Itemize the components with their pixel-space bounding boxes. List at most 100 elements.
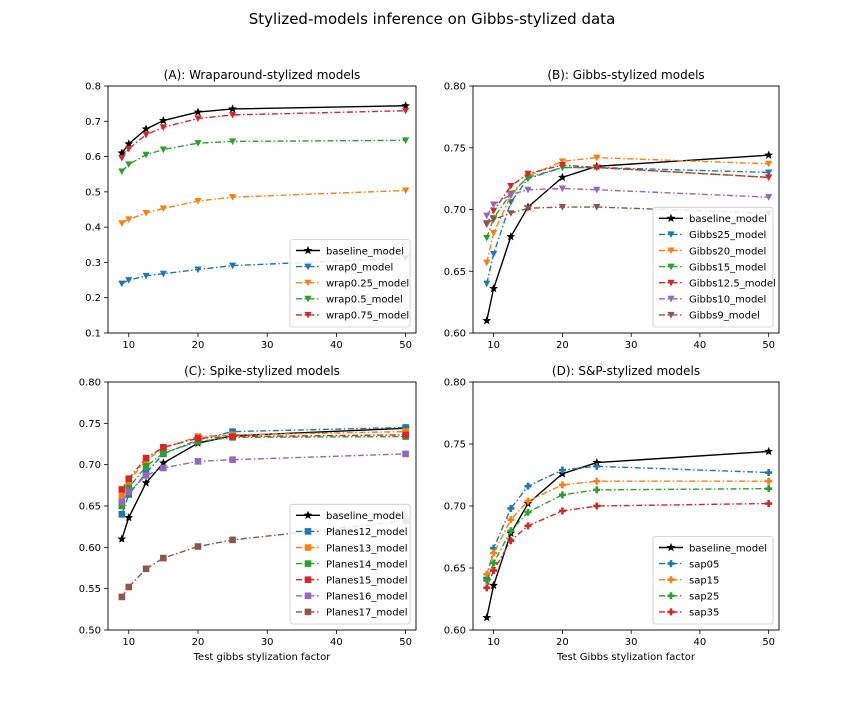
data-point [483,280,491,288]
legend-label: Gibbs10_model [689,295,766,306]
figure-title: Stylized-models inference on Gibbs-styli… [248,10,616,28]
x-tick-label: 40 [330,340,343,351]
data-point [194,543,202,550]
data-point [228,111,237,119]
legend-label: Planes13_model [326,543,408,554]
data-point [490,549,498,557]
panel-a: (A): Wraparound-stylized models 10 20 30 40 5… [85,68,417,351]
data-point [194,458,202,465]
y-tick-label: 0.75 [444,440,466,451]
data-point [524,205,532,212]
legend-box [652,536,774,625]
series-planes16-model [118,450,409,506]
data-point [402,431,409,439]
data-point [228,104,237,113]
data-point [765,485,773,493]
x-tick-label: 30 [261,340,274,351]
data-point [558,158,566,165]
legend-marker [667,279,675,287]
data-point [118,593,126,601]
legend-marker [666,542,676,552]
legend-marker [304,279,312,287]
data-point [489,580,498,590]
panel-title: (C): Spike-stylized models [184,364,340,378]
data-point [507,527,515,535]
data-point [507,210,515,217]
y-tick-label: 0.80 [444,378,466,389]
data-point [142,463,150,470]
data-point [482,316,492,325]
legend-label: baseline_model [689,543,767,554]
legend-label: Gibbs15_model [689,262,766,273]
data-point [490,544,498,552]
data-point [125,145,133,153]
series-sap25 [483,485,773,584]
data-point [118,280,126,288]
y-tick-label: 0.80 [444,82,466,93]
series-wrap0-25-model [118,187,410,227]
legend-marker [303,510,313,520]
panel-b: (B): Gibbs-stylized models 10 20 30 40 50 0.60… [444,68,780,351]
data-point [229,456,236,464]
data-point [593,204,601,211]
data-point [593,164,601,172]
data-point [125,277,133,284]
x-tick-label: 50 [762,637,775,648]
data-point [118,498,126,506]
legend-marker [304,608,312,616]
x-tick-label: 40 [330,637,343,648]
legend-marker [667,592,675,600]
legend-label: sap15 [689,576,719,587]
data-point [524,482,532,490]
data-point [764,446,774,456]
data-point [118,168,126,175]
y-tick-label: 0.80 [79,378,101,389]
data-point [160,449,167,457]
data-point [765,169,773,177]
legend-marker [304,592,312,600]
data-point [483,584,491,592]
data-point [228,194,237,201]
legend-label: Planes14_model [326,559,408,570]
data-point [506,232,516,241]
data-point [483,570,491,578]
y-tick-label: 0.70 [444,205,466,216]
x-tick-label: 30 [625,637,638,648]
legend-marker [303,245,313,255]
data-point [490,229,498,237]
data-point [142,210,150,217]
data-point [125,161,133,168]
data-point [159,115,168,125]
data-point [592,458,602,467]
legend-label: Planes12_model [326,527,408,538]
y-tick-label: 0.3 [85,258,101,269]
legend: baseline_model Planes12_model Planes13_mod… [289,503,411,625]
y-tick-label: 0.65 [79,502,101,513]
y-tick-label: 0.2 [85,293,101,304]
data-point [142,454,150,462]
x-tick-label: 50 [399,340,412,351]
data-point [558,204,566,211]
legend-box [652,206,774,328]
data-point [125,216,133,223]
legend-marker [667,295,675,303]
data-point [558,185,566,193]
data-point [117,148,127,157]
y-tick-label: 0.60 [444,329,466,340]
legend-label: sap05 [689,559,719,570]
legend-label: Planes15_model [326,576,408,587]
data-point [142,151,150,159]
legend-marker [667,231,675,238]
y-tick-label: 0.75 [79,419,101,430]
series-sap15 [483,477,773,578]
data-point [118,502,126,510]
data-point [229,536,236,544]
data-point [159,146,167,154]
panel-title: (B): Gibbs-stylized models [547,68,704,82]
y-tick-label: 0.7 [85,117,101,128]
legend-box [289,239,411,328]
data-point [142,565,150,573]
data-point [229,428,236,435]
data-point [765,477,773,485]
y-tick-label: 0.75 [444,143,466,154]
